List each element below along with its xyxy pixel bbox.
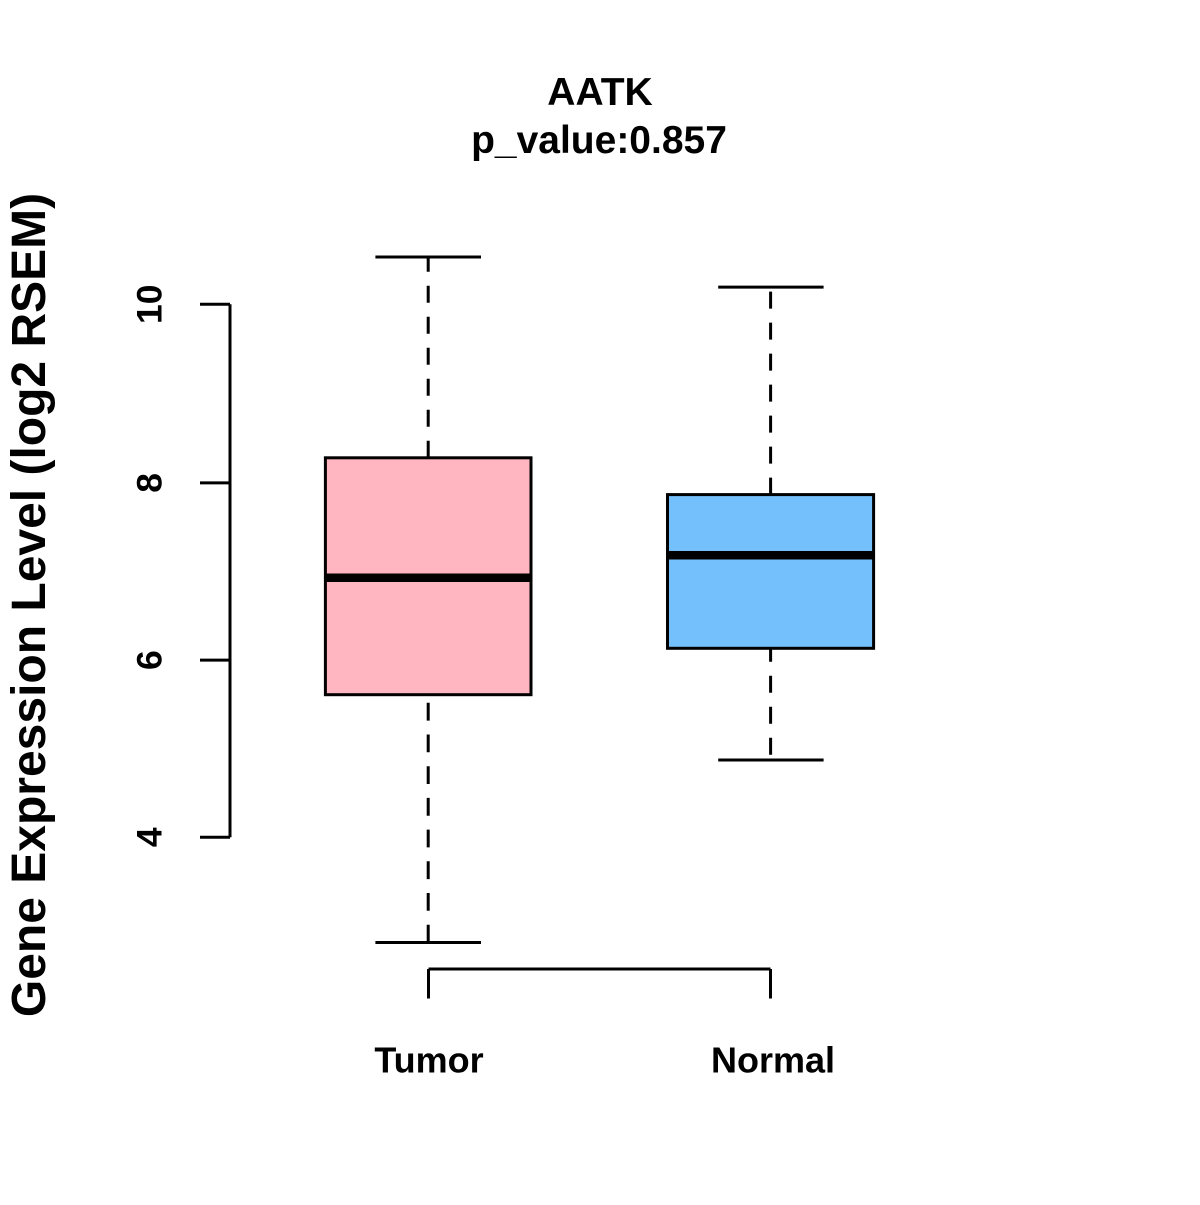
svg-text:Normal: Normal <box>711 1040 835 1081</box>
svg-text:4: 4 <box>130 827 170 847</box>
svg-text:6: 6 <box>130 650 170 670</box>
svg-text:Tumor: Tumor <box>374 1040 483 1081</box>
svg-text:8: 8 <box>130 473 170 493</box>
svg-text:AATK: AATK <box>547 71 652 114</box>
svg-text:p_value:0.857: p_value:0.857 <box>471 119 727 162</box>
svg-text:Gene Expression Level (log2 RS: Gene Expression Level (log2 RSEM) <box>3 193 56 1017</box>
svg-text:10: 10 <box>130 284 170 324</box>
